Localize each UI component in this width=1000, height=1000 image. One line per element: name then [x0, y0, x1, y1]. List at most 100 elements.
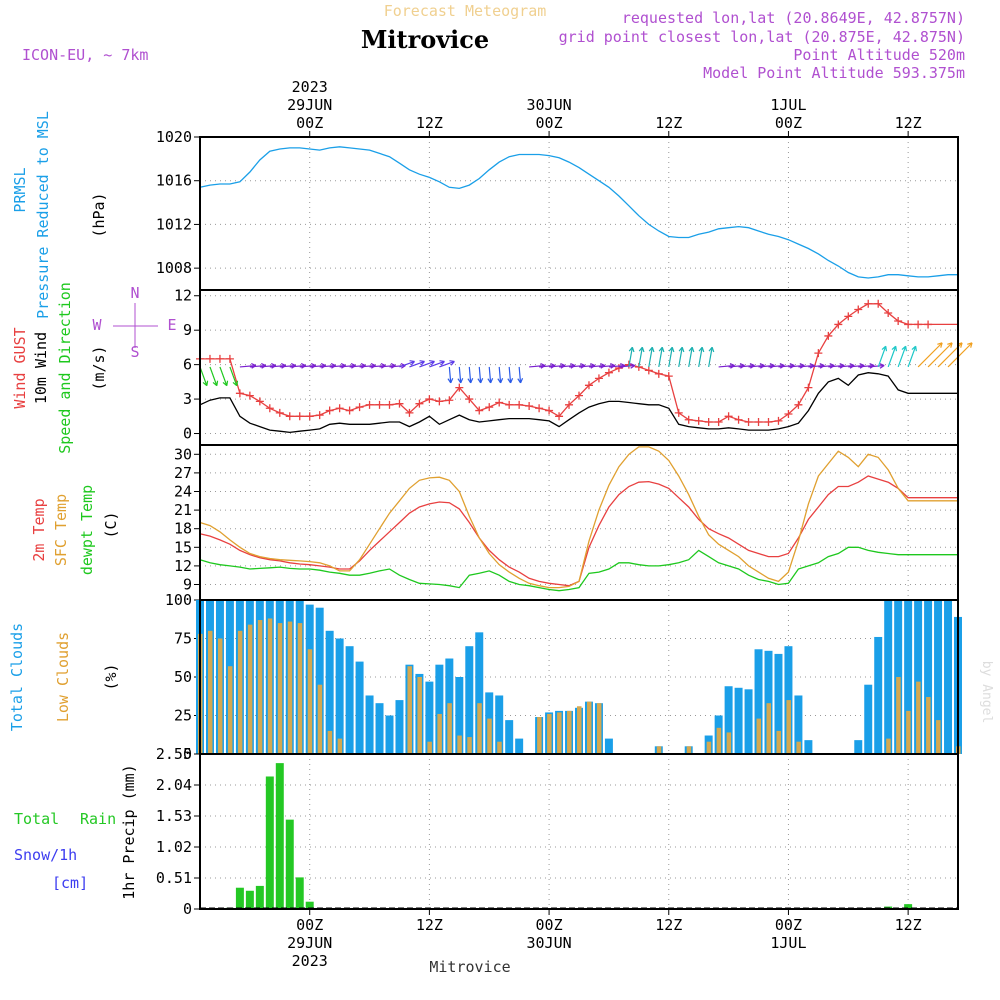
wind-arrow — [848, 364, 865, 368]
wind-series-1 — [199, 372, 958, 434]
rain-bar — [255, 885, 264, 909]
wind-arrow — [668, 347, 673, 368]
temperature-frame — [199, 444, 959, 601]
low-cloud-bar — [586, 701, 592, 754]
gust-marker — [914, 320, 923, 329]
gust-marker — [285, 412, 294, 421]
wind-arrow — [788, 364, 805, 368]
sfc-temp-label: SFC Temp — [52, 494, 70, 566]
gust-marker — [704, 418, 713, 427]
temperature-ytick-label: 24 — [174, 483, 192, 501]
wind-arrow — [658, 347, 663, 368]
gust-marker — [335, 404, 344, 413]
low-cloud-bar — [497, 741, 502, 754]
wind-arrow — [549, 364, 566, 368]
clouds-ytick-label: 25 — [174, 707, 192, 725]
temperature-ytick-label: 21 — [174, 501, 192, 519]
wind-ytick-label: 6 — [183, 356, 192, 374]
total-cloud-bar — [604, 738, 613, 754]
total-cloud-bar — [724, 686, 733, 754]
wind-arrow-head — [881, 345, 888, 352]
requested-lonlat: requested lon,lat (20.8649E, 42.8757N) — [622, 9, 965, 27]
gust-marker — [405, 408, 414, 417]
wind-arrow — [638, 347, 643, 368]
gust-marker — [505, 400, 514, 409]
low-cloud-bar — [686, 746, 692, 754]
low-cloud-bar — [487, 718, 492, 754]
wind-arrow-head — [202, 380, 209, 387]
wind-arrow — [289, 364, 306, 368]
total-cloud-bar — [385, 715, 394, 754]
precip-unit: 1hr Precip (mm) — [120, 764, 138, 899]
wind-arrow — [209, 366, 218, 386]
total-cloud-bar — [505, 720, 514, 754]
wind-arrow — [309, 364, 326, 368]
wind-arrow — [429, 360, 445, 368]
wind-arrow — [917, 342, 943, 368]
wind-arrow-head — [947, 342, 953, 348]
gust-marker — [764, 418, 773, 427]
gust-marker — [275, 408, 284, 417]
gust-marker — [584, 381, 593, 390]
gust-marker — [445, 396, 454, 405]
wind-arrow — [708, 347, 713, 368]
low-cloud-bar — [267, 618, 273, 754]
total-cloud-bar — [465, 646, 474, 754]
low-cloud-bar — [577, 706, 582, 754]
bottom-date-label: 30JUN — [527, 934, 572, 952]
gust-marker — [395, 399, 404, 408]
wind-arrow — [508, 366, 512, 383]
gust-marker — [255, 397, 264, 406]
gust-marker — [784, 410, 793, 418]
gust-marker — [375, 400, 384, 409]
low-cloud-bar — [786, 700, 791, 754]
wind-arrow-head — [467, 378, 474, 384]
gust-marker — [315, 411, 324, 420]
temperature-panel — [194, 444, 959, 601]
wind-arrow — [369, 364, 386, 368]
gust-marker — [225, 354, 234, 363]
low-cloud-bar — [567, 710, 572, 754]
wind-arrow — [279, 364, 296, 368]
wind-panel-labels: Wind GUST 10m Wind Speed and Direction (… — [11, 282, 177, 454]
total-cloud-bar — [914, 600, 923, 754]
gust-marker — [475, 406, 484, 415]
prmsl-label: PRMSL — [11, 167, 29, 212]
wind-arrow — [299, 364, 316, 368]
cloud-unit: (%) — [102, 663, 120, 690]
pressure-unit: (hPa) — [90, 192, 108, 237]
low-cloud-bar — [317, 684, 323, 754]
top-date-label: 30JUN — [527, 96, 572, 114]
low-cloud-bar — [706, 741, 712, 754]
bottom-hour-label: 00Z — [536, 916, 563, 934]
wind-arrow — [339, 364, 356, 368]
wind-arrow — [448, 366, 452, 383]
temperature-ytick-label: 12 — [174, 557, 192, 575]
gust-marker — [674, 408, 683, 417]
wind-speed-dir-label: Speed and Direction — [56, 282, 74, 454]
rain-bar — [245, 890, 254, 909]
compass-icon: N S W E — [92, 284, 176, 361]
gust-marker — [604, 368, 613, 377]
pressure-panel-labels: PRMSL Pressure Reduced to MSL (hPa) — [11, 111, 108, 319]
svg-text:S: S — [130, 343, 139, 361]
total-cloud-bar — [854, 740, 863, 754]
low-cloud-bar — [726, 732, 732, 754]
total-cloud-bar — [904, 600, 913, 754]
bottom-hour-label: 00Z — [775, 916, 802, 934]
precip-panel — [194, 753, 959, 910]
wind-arrow — [688, 347, 693, 368]
low-cloud-bar — [437, 713, 442, 754]
wind-ytick-label: 0 — [183, 425, 192, 443]
bottom-hour-label: 12Z — [655, 916, 682, 934]
wind-arrow-head — [911, 345, 918, 352]
gust-marker — [654, 369, 663, 378]
wind-ytick-label: 12 — [174, 287, 192, 305]
wind-arrow — [468, 366, 472, 383]
wind-arrow — [738, 364, 755, 368]
temperature-ytick-label: 18 — [174, 520, 192, 538]
gust-marker — [495, 398, 504, 407]
gust-marker — [754, 418, 763, 427]
total-cloud-bar — [884, 600, 893, 754]
